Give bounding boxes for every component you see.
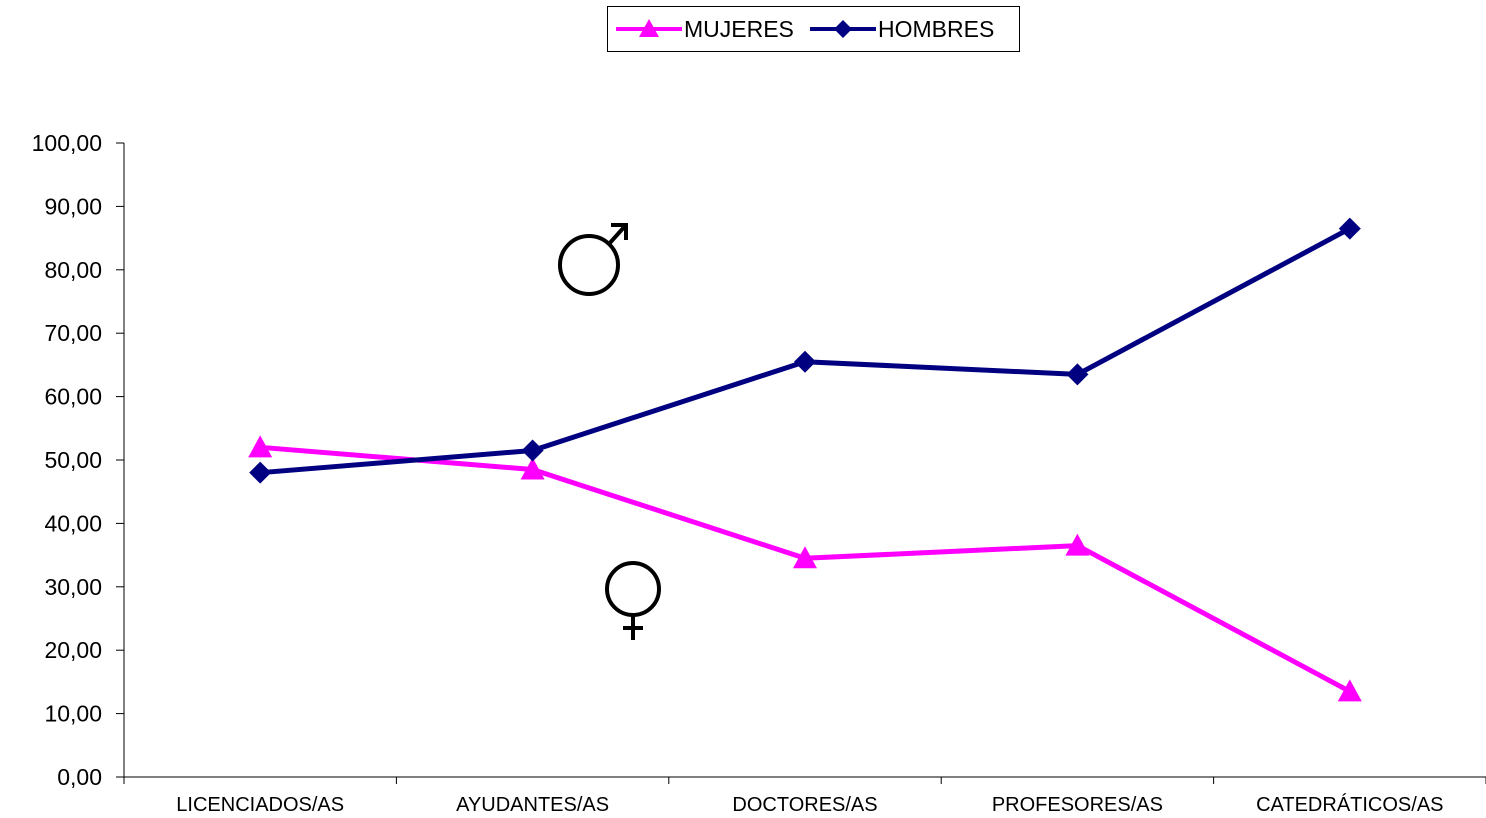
legend-triangle-marker-icon — [616, 19, 682, 37]
data-point-hombres — [521, 439, 544, 462]
data-point-mujeres — [520, 457, 545, 480]
x-tick-label: AYUDANTES/AS — [456, 794, 609, 816]
chart-axes — [123, 143, 1486, 778]
legend-label-hombres: HOMBRES — [878, 15, 995, 42]
y-tick-label: 30,00 — [44, 574, 102, 600]
legend-item-hombres: HOMBRES — [808, 7, 994, 51]
x-tick-label: CATEDRÁTICOS/AS — [1256, 793, 1443, 816]
data-point-hombres — [794, 350, 816, 373]
y-tick-label: 50,00 — [44, 447, 102, 473]
y-tick-label: 20,00 — [44, 637, 102, 663]
y-axis-ticks: 0,00 10,00 20,00 30,00 40,00 50,00 60,00 70,00 8… — [32, 130, 124, 790]
y-tick-label: 70,00 — [44, 320, 102, 346]
legend-diamond-marker-icon — [810, 20, 876, 38]
data-point-hombres — [1338, 217, 1361, 240]
male-symbol — [558, 223, 628, 296]
y-tick-label: 10,00 — [44, 701, 102, 727]
series-line-hombres — [259, 226, 1351, 476]
male-arrow — [606, 223, 628, 247]
male-circle — [558, 234, 620, 296]
data-point-mujeres — [1337, 679, 1362, 702]
y-tick-label: 80,00 — [44, 257, 102, 283]
gender-symbols — [558, 223, 661, 640]
data-point-hombres — [1066, 363, 1089, 386]
y-tick-label: 0,00 — [57, 764, 102, 790]
data-point-hombres — [249, 461, 272, 484]
female-symbol — [605, 561, 661, 640]
y-tick-label: 90,00 — [44, 193, 102, 219]
x-tick-label: PROFESORES/AS — [992, 794, 1163, 816]
x-tick-label: DOCTORES/AS — [732, 794, 877, 816]
data-point-mujeres — [248, 435, 273, 458]
y-tick-label: 60,00 — [44, 384, 102, 410]
y-tick-label: 100,00 — [32, 130, 102, 156]
series-line-mujeres — [259, 444, 1351, 694]
chart-series — [248, 217, 1362, 702]
x-axis-categories: LICENCIADOS/AS AYUDANTES/AS DOCTORES/AS PRO… — [123, 777, 1486, 816]
legend-item-mujeres: MUJERES — [614, 7, 794, 51]
female-circle — [605, 561, 661, 617]
data-point-mujeres — [793, 546, 817, 569]
legend: MUJERES HOMBRES — [607, 6, 1020, 52]
data-point-mujeres — [1065, 533, 1090, 556]
y-tick-label: 40,00 — [44, 510, 102, 536]
legend-label-mujeres: MUJERES — [684, 15, 794, 42]
x-tick-label: LICENCIADOS/AS — [176, 794, 344, 816]
female-cross — [623, 615, 643, 640]
